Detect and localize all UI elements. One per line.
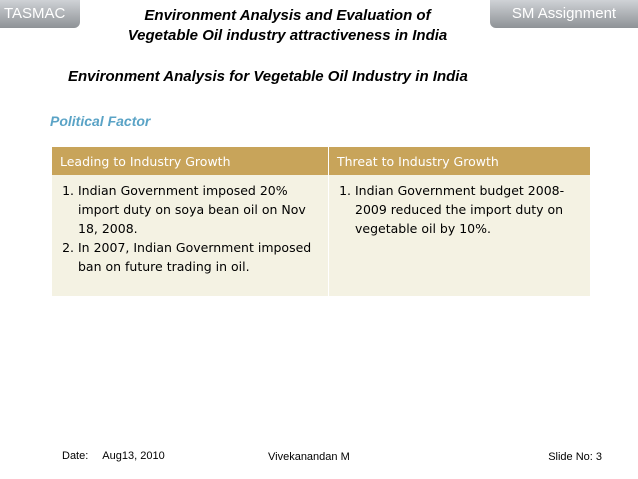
factor-table: Leading to Industry Growth Threat to Ind… [52,147,591,296]
date-value: Aug13, 2010 [102,450,165,462]
list-item: Indian Government imposed 20% import dut… [78,181,320,238]
slide-subtitle: Environment Analysis for Vegetable Oil I… [68,68,468,85]
footer-date: Date: Aug13, 2010 [62,450,179,462]
assignment-tag: SM Assignment [490,0,638,28]
list-item: Indian Government budget 2008-2009 reduc… [355,181,582,238]
header-leading: Leading to Industry Growth [52,147,329,175]
leading-list: Indian Government imposed 20% import dut… [60,181,320,276]
table-header-row: Leading to Industry Growth Threat to Ind… [52,147,591,175]
section-title: Political Factor [50,113,151,129]
list-item: In 2007, Indian Government imposed ban o… [78,238,320,276]
slide-number: Slide No: 3 [548,451,602,463]
date-label: Date: [62,450,89,462]
header-threat: Threat to Industry Growth [328,147,591,175]
leading-cell: Indian Government imposed 20% import dut… [52,175,329,296]
threat-cell: Indian Government budget 2008-2009 reduc… [328,175,591,296]
footer-author: Vivekanandan M [268,451,350,463]
title-line-1: Environment Analysis and Evaluation of [144,7,431,24]
table-row: Indian Government imposed 20% import dut… [52,175,591,296]
slide-title: Environment Analysis and Evaluation of V… [90,6,485,46]
title-line-2: Vegetable Oil industry attractiveness in… [127,27,448,44]
threat-list: Indian Government budget 2008-2009 reduc… [337,181,582,238]
tasmac-tag: TASMAC [0,0,80,28]
